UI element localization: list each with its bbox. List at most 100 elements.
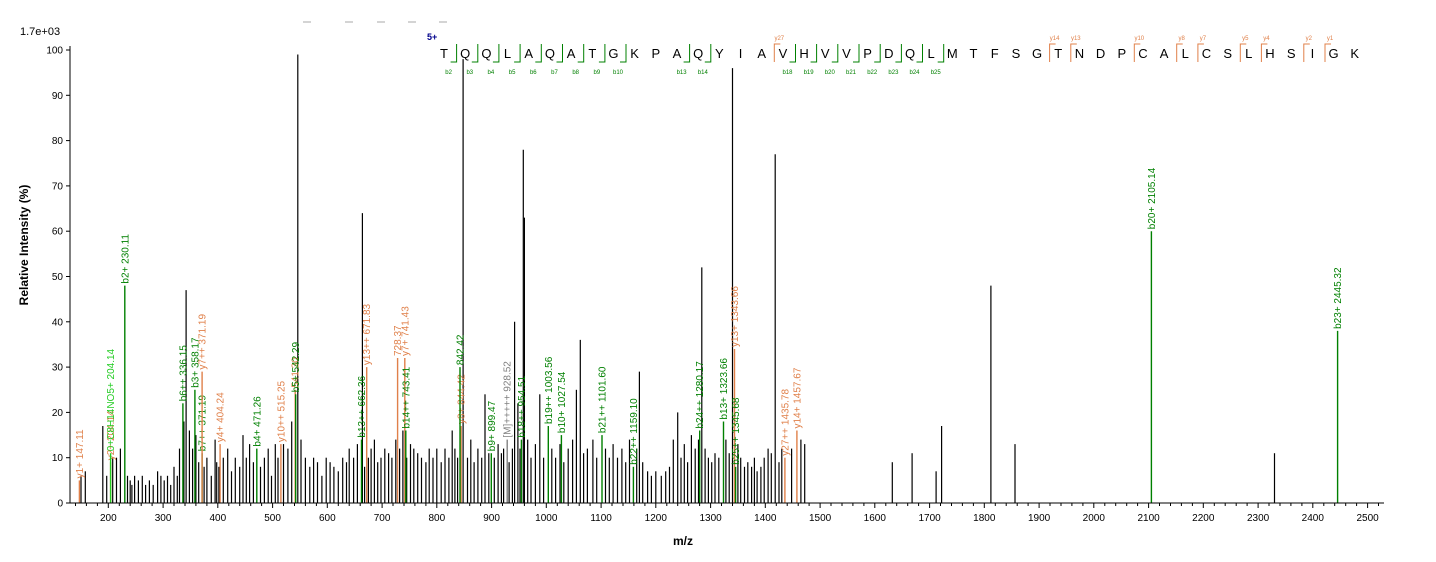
y-tick-label: 30 [52,363,64,374]
sequence-residue: L [1182,46,1189,61]
b-ion-label: b22 [867,70,878,76]
y-ion-marker [1049,43,1056,62]
peak-label: b25++ 1345.68 [731,397,742,465]
x-tick-label: 1500 [809,513,832,524]
y-ion-label: y4 [1263,36,1270,42]
x-tick-label: 1200 [645,513,668,524]
peak-label: y1+ 147.11 [75,429,86,478]
x-tick-label: 300 [155,513,172,524]
sequence-residue: Q [460,46,470,61]
peak-label: b24++ 1280.17 [695,361,706,429]
sequence-residue: I [739,46,743,61]
peak-label: b10+ 1027.54 [557,371,568,433]
b-ion-label: b19 [804,70,815,76]
b-ion-label: b9 [594,70,601,76]
x-tick-label: 1300 [699,513,722,524]
charge-label: 5+ [427,32,437,42]
sequence-residue: A [1160,46,1169,61]
b-ion-marker [937,44,945,63]
sequence-residue: S [1012,46,1021,61]
sequence-residue: H [1265,46,1274,61]
sequence-residue: A [524,46,533,61]
b-ion-marker [450,44,458,63]
sequence-residue: A [673,46,682,61]
x-tick-label: 2000 [1083,513,1106,524]
peak-label: b2+ 230.11 [120,234,131,284]
peak-label: y7+ 741.43 [400,306,411,356]
y-ion-label: y1 [1327,36,1334,42]
b-ion-marker [556,44,563,63]
x-tick-label: 2300 [1247,513,1270,524]
x-axis-title: m/z [673,534,693,548]
b-ion-marker [598,44,606,63]
peak-label: b22++ 1159.10 [629,398,640,465]
sequence-residue: S [1223,46,1232,61]
y-ion-marker [1176,43,1183,62]
peak-label: b6++ 336.15 [178,345,189,402]
sequence-residue: D [884,46,893,61]
y-tick-label: 90 [52,91,64,102]
sequence-residue: L [927,46,934,61]
b-ion-label: b14 [698,70,709,76]
peak-label: b9+ 899.47 [487,400,498,451]
sequence-residue: P [651,46,660,61]
b-ion-marker [535,44,542,63]
b-ion-label: b13 [677,70,688,76]
labeled-peaks-layer: y1+ 147.11 y2+ 204.140+C8H14NO5+ 204.14 b2… [75,167,1344,503]
b-ion-marker [810,44,818,63]
b-ion-marker [874,44,881,63]
y-tick-label: 50 [52,272,64,283]
y-ion-marker [1260,43,1268,62]
sequence-residue: A [567,46,576,61]
b-ion-marker [620,44,627,63]
peak-label: 728.37 [393,325,404,356]
sequence-residue: P [863,46,872,61]
b-ion-marker [789,44,796,63]
peak-label: y27++ 1435.78 [780,389,791,456]
sequence-residue: Q [545,46,555,61]
sequence-residue: L [1245,46,1252,61]
x-tick-label: 1700 [918,513,941,524]
peak-label: 0+C8H14NO5+ 204.14 [106,348,117,451]
peak-label: y14+ 1457.67 [792,367,803,428]
b-ion-marker [895,44,902,63]
b-ion-label: b4 [488,70,495,76]
y-ion-label: y13 [1071,36,1081,42]
y-ion-marker [1239,43,1247,62]
x-tick-label: 1000 [535,513,558,524]
sequence-residue: G [1329,46,1339,61]
b-ion-label: b7 [551,70,558,76]
sequence-residue: L [504,46,511,61]
b-ion-label: b20 [825,70,836,76]
sequence-residue: N [1075,46,1084,61]
x-tick-label: 2200 [1192,513,1215,524]
b-ion-label: b25 [931,70,942,76]
sequence-residue: A [757,46,766,61]
axes-layer: 0 10 20 30 40 50 60 70 80 90 100 200 300 400 500 600 700… [46,46,1384,524]
b-ion-label: b3 [466,70,473,76]
peak-label: b4+ 471.26 [252,396,263,447]
x-tick-label: 1800 [973,513,996,524]
peak-label: b13+ 1323.66 [719,358,730,420]
b-ion-label: b8 [572,70,579,76]
x-tick-label: 2400 [1302,513,1325,524]
peak-label: b7++ 371.19 [198,395,209,452]
x-tick-label: 200 [100,513,117,524]
b-ion-marker [916,44,923,63]
peak-label: b5+ 542.29 [291,342,302,393]
sequence-residue: T [1054,46,1062,61]
b-ion-marker [577,44,585,63]
sequence-residue: H [799,46,808,61]
peak-label: b19++ 1003.56 [544,356,555,424]
sequence-residue: Y [715,46,724,61]
x-tick-label: 600 [319,513,336,524]
y-ion-marker [1197,43,1204,62]
b-ion-marker [514,44,521,63]
peak-label: y13+ 1343.66 [730,286,741,347]
peaks-layer [80,54,1276,503]
y-ion-label: y2 [1306,36,1313,42]
sequence-residue: C [1138,46,1147,61]
peak-label: [M]+++++ 928.52 [503,361,514,438]
peak-label: y2+ 204.14 [106,410,117,460]
x-tick-label: 2500 [1356,513,1379,524]
